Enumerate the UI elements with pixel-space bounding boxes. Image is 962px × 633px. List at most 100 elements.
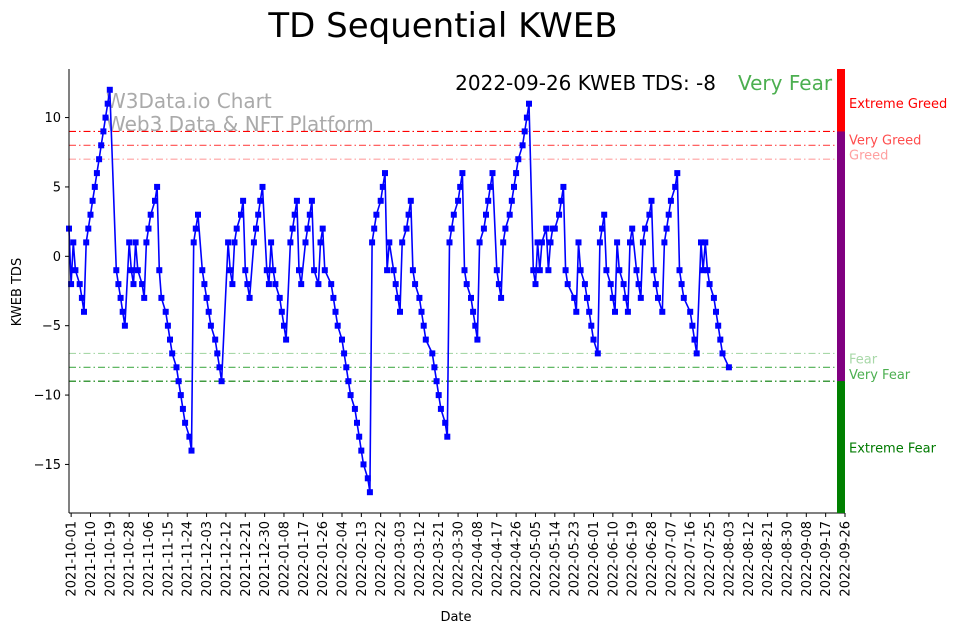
threshold-lines	[69, 130, 845, 382]
data-point-marker	[319, 225, 326, 232]
data-point-marker	[603, 267, 610, 274]
series-line-kweb-tds	[68, 89, 730, 494]
x-tick-label: 2021-10-01	[65, 521, 80, 597]
data-point-marker	[659, 308, 666, 315]
data-point-marker	[373, 211, 380, 218]
data-point-marker	[676, 267, 683, 274]
x-tick-label: 2022-03-03	[394, 521, 409, 597]
data-point-marker	[188, 447, 195, 454]
data-point-marker	[270, 267, 277, 274]
x-tick-label: 2021-10-28	[123, 521, 138, 597]
data-point-marker	[515, 156, 522, 163]
data-point-marker	[678, 281, 685, 288]
data-point-marker	[403, 225, 410, 232]
data-point-marker	[315, 281, 322, 288]
data-point-marker	[154, 183, 161, 190]
data-point-marker	[113, 267, 120, 274]
data-point-marker	[392, 281, 399, 288]
data-point-marker	[536, 267, 543, 274]
data-point-marker	[409, 267, 416, 274]
data-point-marker	[450, 211, 457, 218]
band-label-extreme-fear: Extreme Fear	[849, 441, 937, 456]
data-point-marker	[106, 86, 113, 93]
data-point-marker	[470, 308, 477, 315]
data-point-marker	[590, 336, 597, 343]
x-tick-label: 2022-02-13	[355, 521, 370, 597]
data-point-marker	[192, 225, 199, 232]
data-point-marker	[87, 211, 94, 218]
data-point-marker	[169, 350, 176, 357]
data-point-marker	[126, 239, 133, 246]
data-point-marker	[710, 294, 717, 301]
data-point-marker	[545, 267, 552, 274]
data-point-marker	[455, 197, 462, 204]
data-point-marker	[397, 308, 403, 315]
data-point-marker	[354, 419, 360, 426]
data-point-marker	[526, 100, 532, 107]
data-point-marker	[433, 378, 440, 385]
data-point-marker	[581, 281, 588, 288]
data-point-marker	[70, 239, 77, 246]
data-point-marker	[330, 294, 337, 301]
data-point-marker	[231, 239, 238, 246]
data-point-marker	[674, 170, 681, 177]
data-point-marker	[635, 281, 642, 288]
band-label-greed: Greed	[849, 149, 888, 164]
data-point-marker	[719, 350, 726, 357]
data-point-marker	[308, 197, 315, 204]
data-point-marker	[272, 281, 279, 288]
data-point-marker	[289, 225, 296, 232]
x-tick-label: 2022-02-04	[336, 521, 351, 597]
y-tick-label: 5	[53, 180, 61, 195]
x-tick-label: 2022-01-26	[316, 521, 331, 597]
data-point-marker	[627, 239, 633, 246]
data-point-marker	[390, 267, 397, 274]
data-point-marker	[182, 419, 189, 426]
x-tick-label: 2021-12-03	[200, 521, 215, 597]
data-point-marker	[448, 225, 455, 232]
data-point-marker	[614, 239, 621, 246]
data-point-marker	[98, 142, 105, 149]
data-point-marker	[693, 350, 700, 357]
data-point-marker	[311, 267, 318, 274]
data-point-marker	[158, 294, 165, 301]
data-point-marker	[508, 197, 515, 204]
x-tick-label: 2022-01-08	[278, 521, 293, 597]
data-point-marker	[672, 183, 679, 190]
data-point-marker	[639, 239, 646, 246]
data-point-marker	[543, 225, 550, 232]
x-axis-label: Date	[440, 610, 471, 625]
x-tick-label: 2021-11-06	[142, 521, 157, 597]
data-point-marker	[437, 405, 444, 412]
data-point-marker	[713, 308, 719, 315]
data-point-marker	[296, 267, 302, 274]
data-point-marker	[607, 281, 614, 288]
data-point-marker	[214, 350, 221, 357]
y-tick-label: 10	[44, 111, 61, 126]
data-point-marker	[371, 225, 378, 232]
data-point-marker	[622, 294, 629, 301]
x-tick-label: 2022-09-08	[800, 521, 815, 597]
data-point-marker	[429, 350, 436, 357]
data-point-marker	[667, 197, 674, 204]
data-point-marker	[420, 322, 427, 329]
x-tick-label: 2022-03-30	[452, 521, 467, 597]
data-point-marker	[704, 267, 711, 274]
data-point-marker	[91, 183, 98, 190]
x-tick-label: 2022-05-14	[548, 521, 563, 597]
data-point-marker	[519, 142, 526, 149]
data-point-marker	[596, 239, 603, 246]
data-point-marker	[523, 114, 530, 121]
data-point-marker	[339, 336, 345, 343]
data-point-marker	[513, 170, 520, 177]
data-point-marker	[493, 267, 500, 274]
data-point-marker	[117, 294, 124, 301]
data-point-marker	[102, 114, 109, 121]
data-point-marker	[599, 225, 606, 232]
data-point-marker	[343, 364, 350, 371]
band-label-extreme-greed: Extreme Greed	[849, 97, 947, 112]
data-point-marker	[698, 239, 704, 246]
data-point-marker	[238, 211, 244, 218]
data-point-marker	[240, 197, 247, 204]
data-point-marker	[485, 197, 492, 204]
